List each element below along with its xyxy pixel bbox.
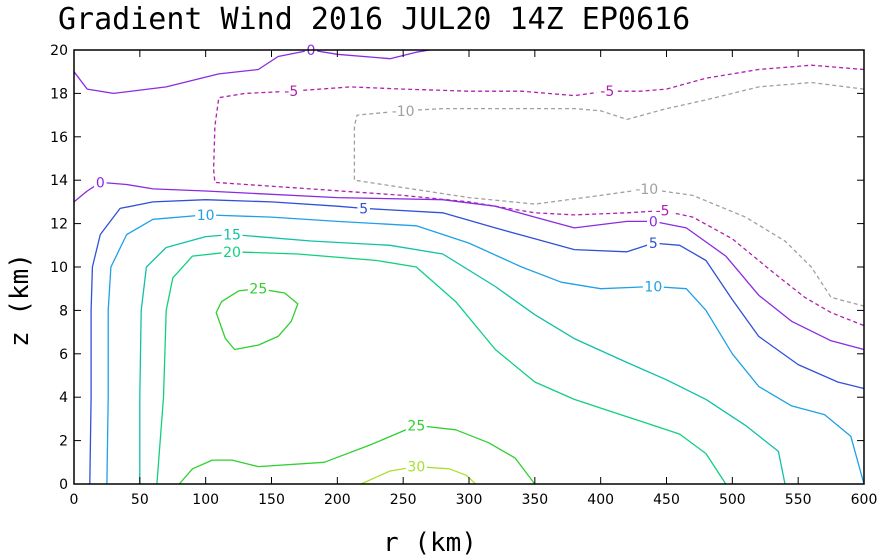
contour-line [215,288,299,351]
contour-label-bg [596,83,618,100]
contour-label: 25 [249,282,267,298]
contour-label: 20 [223,245,241,261]
y-tick-label: 10 [50,260,68,276]
y-tick-label: 12 [50,217,68,233]
y-tick-label: 16 [50,130,68,146]
x-tick-label: 550 [785,492,812,508]
contour-level-10: 10 10 [106,206,865,485]
contour-line [360,465,477,485]
x-tick-label: 50 [131,492,149,508]
contour-label-bg [221,226,243,243]
contour-line [73,181,865,351]
y-tick-label: 2 [59,434,68,450]
x-tick-label: 300 [456,492,483,508]
contour-label: 10 [644,280,662,296]
x-axis-label: r (km) [383,528,477,558]
contour-label-bg [647,213,660,230]
y-tick-label: 6 [59,347,68,363]
y-tick-label: 14 [50,173,68,189]
contour-label: 15 [223,227,241,243]
contour-label-bg [195,206,217,223]
y-tick-label: 18 [50,86,68,102]
x-tick-label: 350 [521,492,548,508]
chart-title: Gradient Wind 2016 JUL20 14Z EP0616 [58,2,690,37]
x-tick-label: 600 [851,492,878,508]
contour-level-neg10: -10 -10 [353,81,865,307]
contour-label-bg [405,458,427,475]
y-tick-label: 0 [59,477,68,493]
contour-line [156,251,727,485]
contour-label-bg [280,83,302,100]
x-tick-label: 500 [719,492,746,508]
contour-line [139,233,786,485]
contour-label: 25 [407,418,425,434]
contour-label-bg [405,417,427,434]
contour-line [310,49,430,60]
y-axis-label: z (km) [5,253,35,347]
contour-level-neg5: -5 -5-5 [212,64,865,327]
x-tick-label: 450 [653,492,680,508]
contour-label: -5 [284,84,298,100]
contour-level-15: 15 [139,226,786,485]
contour-label: 5 [649,236,658,252]
x-tick-label: 250 [390,492,417,508]
x-tick-label: 150 [258,492,285,508]
y-tick-label: 20 [50,43,68,59]
y-tick-label: 8 [59,303,68,319]
contour-level-5: 55 [89,199,865,485]
contour-level-0: 0 0 0 [73,42,865,351]
contour-label: -5 [600,84,614,100]
contour-label-bg [388,102,418,119]
contour-level-30: 30 [360,458,477,485]
contour-label: 0 [96,175,105,191]
contour-label-bg [94,174,107,191]
contour-label: 30 [407,460,425,476]
contour-label: 10 [197,208,215,224]
x-tick-label: 400 [587,492,614,508]
contour-label-bg [247,280,269,297]
x-tick-label: 100 [192,492,219,508]
contour-line [178,424,536,485]
contour-label-bg [647,235,660,252]
contour-label-bg [357,200,370,217]
contour-line [353,81,865,307]
tick-layer: 0 50 100 150 200 250 300 350 400 450 500 550 6000246… [50,43,877,508]
contour-level-20: 20 [156,243,727,485]
contour-label: 0 [649,214,658,230]
x-tick-label: 0 [70,492,79,508]
contour-line [212,64,865,327]
contour-label: 0 [307,43,316,59]
y-tick-label: 4 [59,390,68,406]
contour-line [89,199,865,485]
contour-label-bg [221,243,243,260]
contour-line [73,49,312,95]
contour-label: -10 [635,182,658,198]
contour-label-bg [632,180,662,197]
contour-label: 5 [359,201,368,217]
plot-frame [73,49,865,485]
contour-label: -10 [392,104,415,120]
contour-label-bg [642,278,664,295]
x-tick-label: 200 [324,492,351,508]
contour-level-25: 25 25 [178,280,536,485]
contour-line [106,214,865,485]
